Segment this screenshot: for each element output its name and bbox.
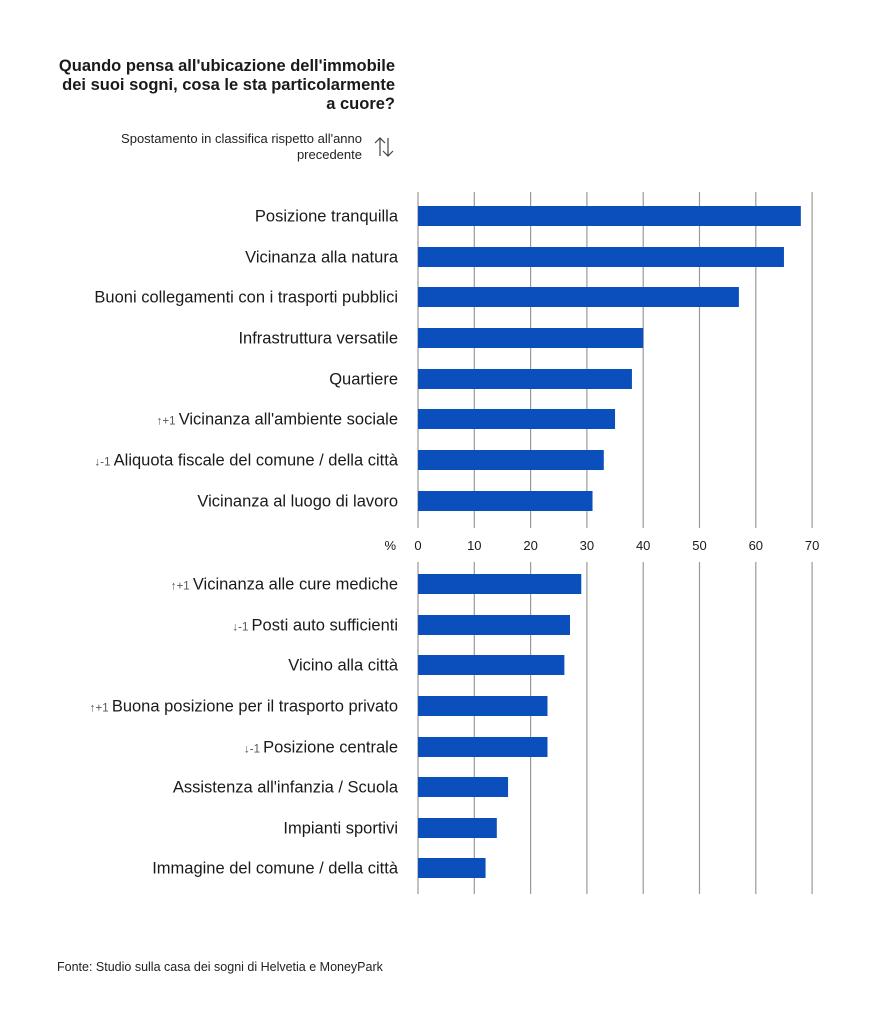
x-tick-label: 0 — [414, 538, 421, 553]
category-text: Buona posizione per il trasporto privato — [112, 698, 398, 716]
x-tick-label: 10 — [467, 538, 481, 553]
category-text: Vicino alla città — [288, 657, 399, 675]
bar — [418, 247, 784, 267]
bar — [418, 491, 593, 511]
category-label: ↑+1 Vicinanza alle cure mediche — [171, 576, 398, 594]
x-tick-label: 70 — [805, 538, 819, 553]
x-tick-label: 30 — [580, 538, 594, 553]
category-label: Immagine del comune / della città — [152, 860, 399, 878]
category-label: Infrastruttura versatile — [238, 330, 398, 348]
category-label: Vicinanza al luogo di lavoro — [197, 493, 398, 511]
category-label: Vicinanza alla natura — [245, 249, 399, 267]
bar — [418, 696, 548, 716]
category-label: Impianti sportivi — [283, 820, 398, 838]
rank-change-label: ↑+1 — [171, 581, 193, 593]
category-text: Vicinanza al luogo di lavoro — [197, 493, 398, 511]
category-text: Posti auto sufficienti — [252, 617, 398, 635]
rank-change-label: ↓-1 — [232, 622, 251, 634]
bar — [418, 369, 632, 389]
category-label: Quartiere — [329, 371, 398, 389]
category-text: Assistenza all'infanzia / Scuola — [173, 779, 399, 797]
bar — [418, 328, 644, 348]
bar — [418, 858, 486, 878]
bar — [418, 737, 548, 757]
bar — [418, 574, 582, 594]
category-text: Posizione tranquilla — [255, 208, 399, 226]
category-text: Aliquota fiscale del comune / della citt… — [114, 452, 399, 470]
rank-change-label: ↓-1 — [244, 744, 263, 756]
x-tick-label: 60 — [749, 538, 763, 553]
category-text: Quartiere — [329, 371, 398, 389]
category-label: Buoni collegamenti con i trasporti pubbl… — [94, 289, 398, 307]
bar — [418, 777, 509, 797]
source-note: Fonte: Studio sulla casa dei sogni di He… — [57, 960, 383, 974]
category-label: ↑+1 Vicinanza all'ambiente sociale — [157, 411, 398, 429]
category-label: ↓-1 Posti auto sufficienti — [232, 617, 398, 635]
bar — [418, 409, 616, 429]
category-text: Vicinanza alle cure mediche — [193, 576, 398, 594]
category-label: ↑+1 Buona posizione per il trasporto pri… — [90, 698, 398, 716]
bar — [418, 818, 497, 838]
chart-subtitle: Spostamento in classifica rispetto all'a… — [121, 131, 362, 162]
rank-change-label: ↑+1 — [157, 416, 179, 428]
x-axis-label: % — [384, 538, 396, 553]
rank-change-label: ↑+1 — [90, 703, 112, 715]
category-label: Assistenza all'infanzia / Scuola — [173, 779, 399, 797]
up-down-arrows-icon — [374, 137, 394, 157]
category-label: ↓-1 Posizione centrale — [244, 739, 398, 757]
x-tick-label: 20 — [523, 538, 537, 553]
x-tick-label: 40 — [636, 538, 650, 553]
category-text: Vicinanza all'ambiente sociale — [179, 411, 398, 429]
category-label: ↓-1 Aliquota fiscale del comune / della … — [95, 452, 399, 470]
category-text: Immagine del comune / della città — [152, 860, 399, 878]
bar — [418, 615, 571, 635]
category-text: Impianti sportivi — [283, 820, 398, 838]
category-label: Vicino alla città — [288, 657, 399, 675]
bar — [418, 206, 801, 226]
category-text: Posizione centrale — [263, 739, 398, 757]
bar — [418, 450, 604, 470]
x-tick-label: 50 — [692, 538, 706, 553]
bar — [418, 655, 565, 675]
bar — [418, 287, 739, 307]
category-text: Buoni collegamenti con i trasporti pubbl… — [94, 289, 398, 307]
category-text: Vicinanza alla natura — [245, 249, 399, 267]
category-label: Posizione tranquilla — [255, 208, 399, 226]
category-text: Infrastruttura versatile — [238, 330, 398, 348]
chart-title: Quando pensa all'ubicazione dell'immobil… — [58, 57, 395, 113]
rank-change-label: ↓-1 — [95, 457, 114, 469]
